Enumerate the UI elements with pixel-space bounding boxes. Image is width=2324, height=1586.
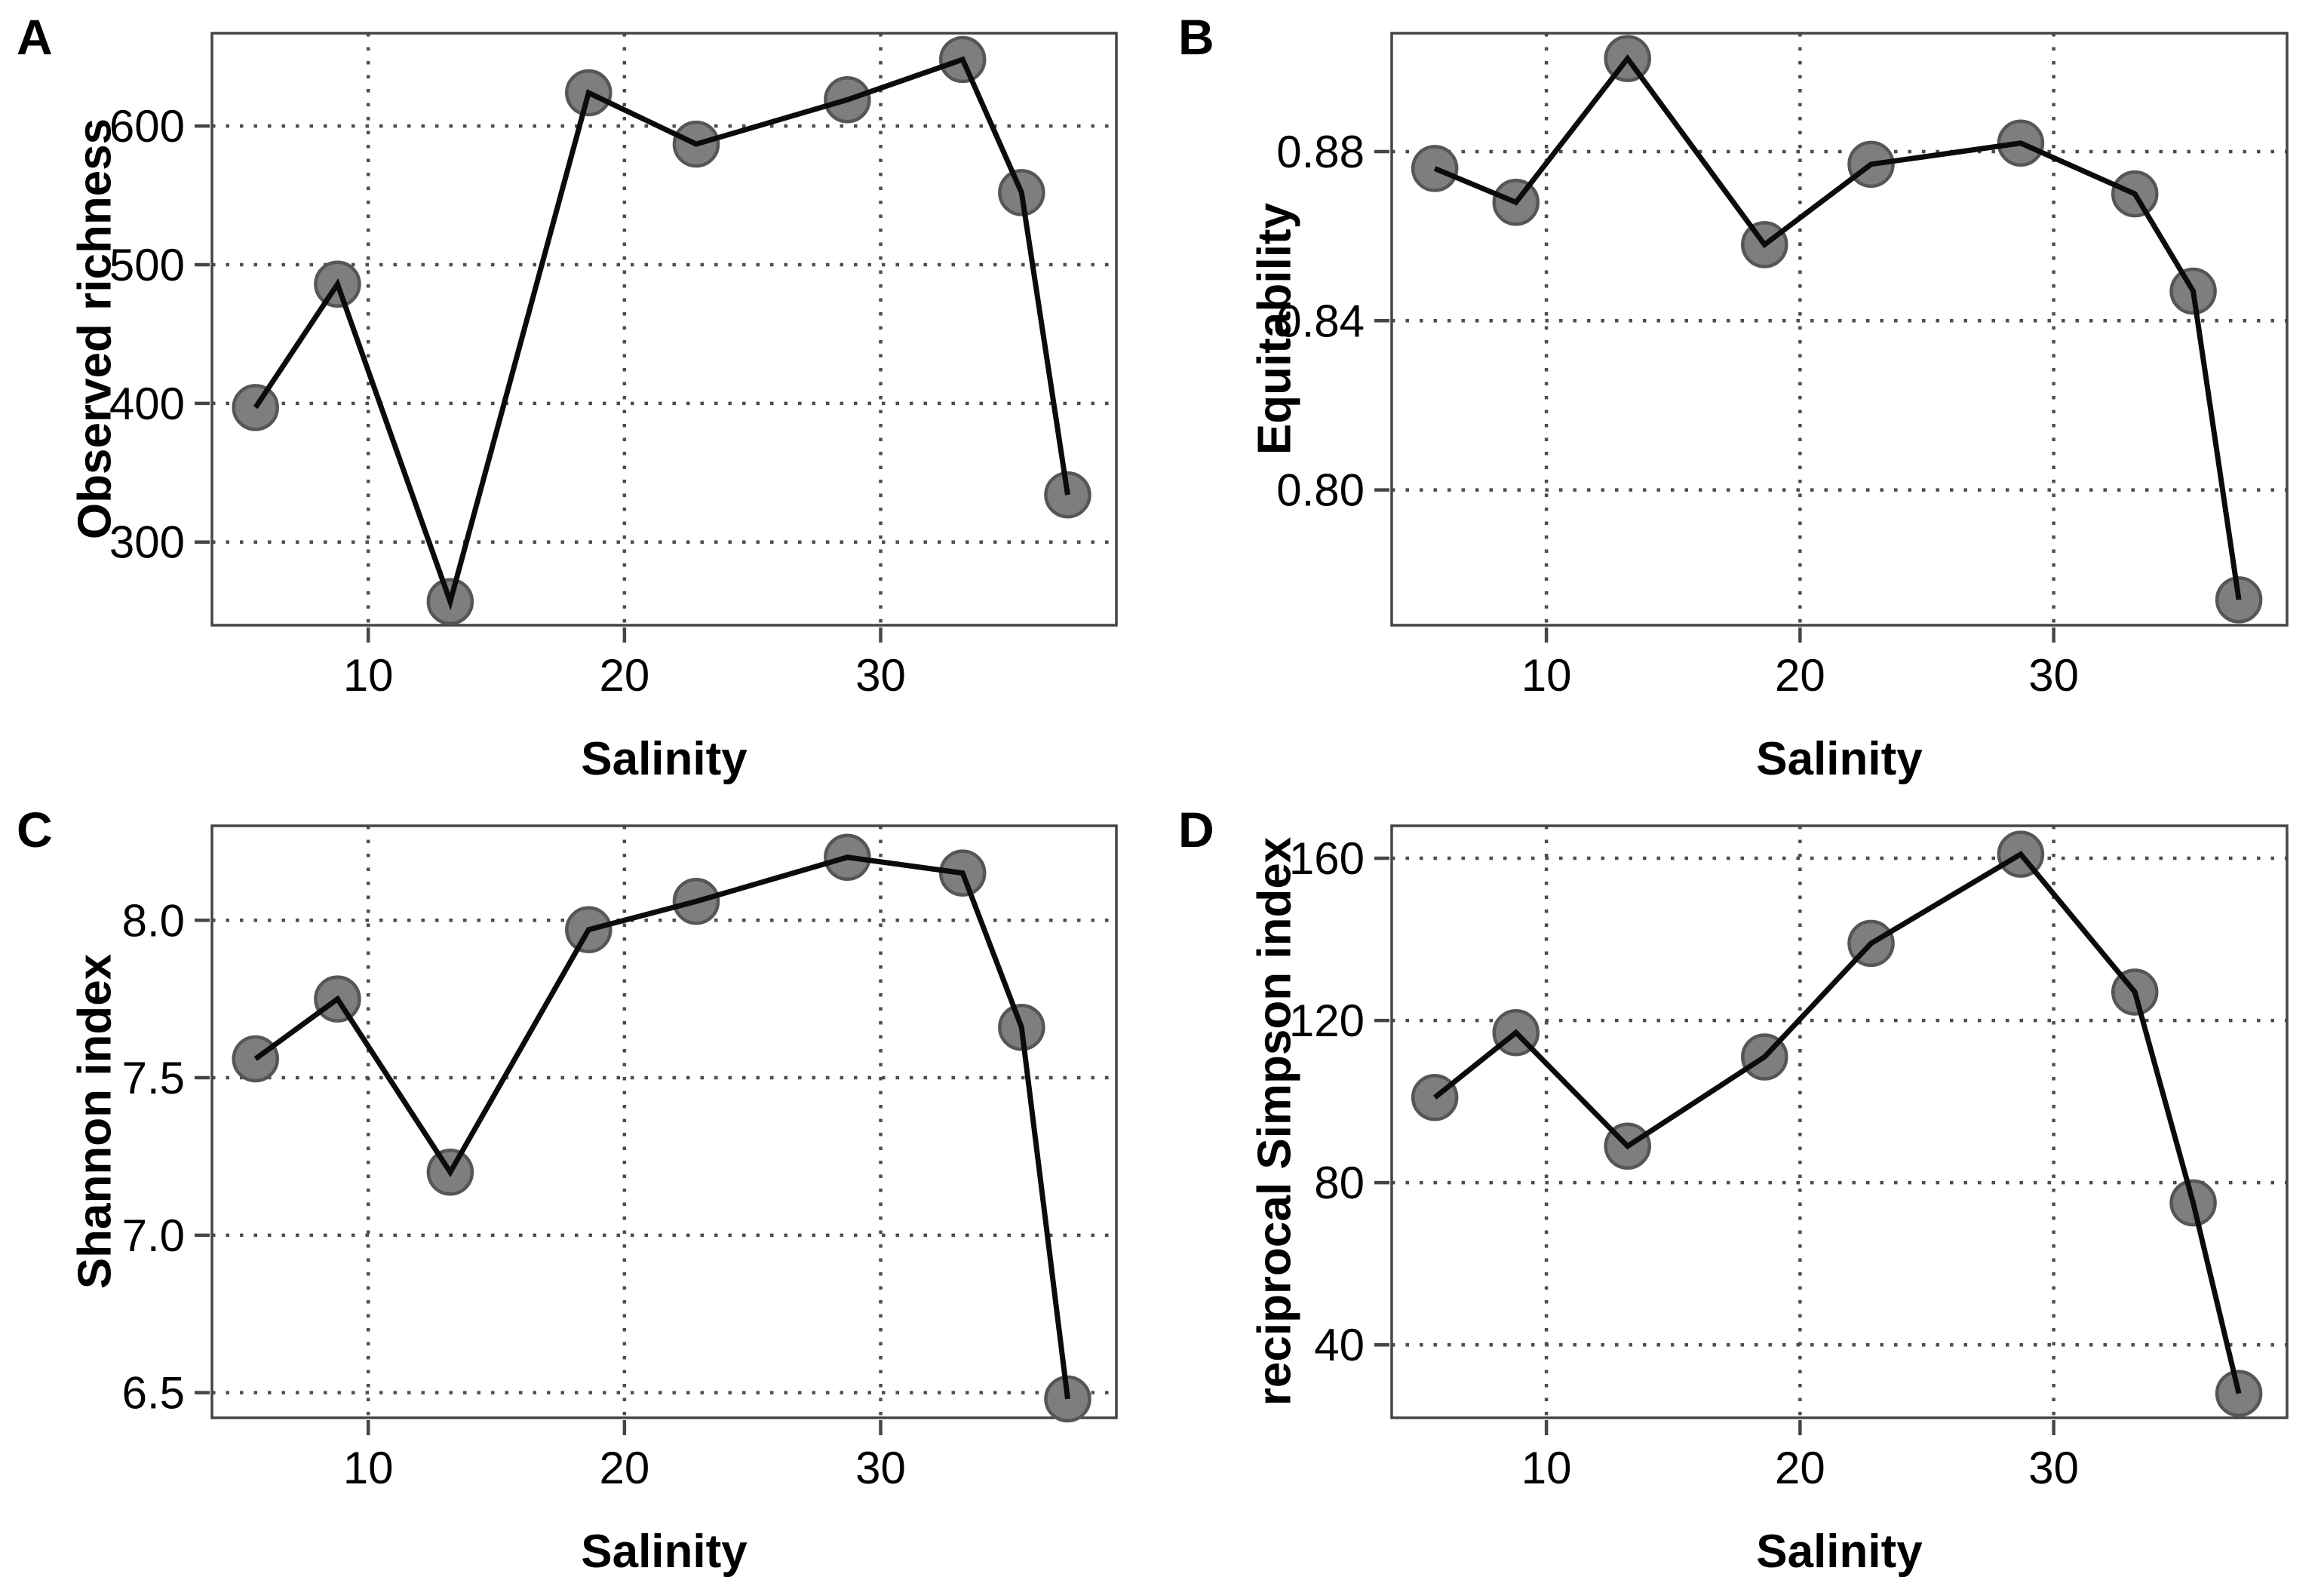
y-tick-label: 0.88	[1276, 127, 1365, 177]
y-tick-label: 600	[109, 101, 185, 152]
y-tick-label: 300	[109, 517, 185, 568]
x-tick-label: 20	[599, 650, 649, 701]
panel-A: 10 20 30 300 400 500 600 A Salinity Observed r…	[0, 0, 1162, 793]
y-tick-label: 7.0	[122, 1210, 185, 1261]
data-line	[253, 854, 1070, 1400]
data-line	[1433, 54, 2242, 600]
x-tick-label: 10	[1521, 1443, 1572, 1493]
x-tick-label: 30	[2028, 1443, 2079, 1493]
data-point	[232, 1035, 279, 1083]
y-tick-label: 7.5	[122, 1053, 185, 1103]
x-tick-label: 30	[855, 1443, 906, 1493]
panel-C-letter: C	[17, 802, 53, 857]
y-tick-label: 120	[1289, 995, 1365, 1046]
panel-B: 10 20 30 0.80 0.84 0.88 B Salinity Equitabili…	[1162, 0, 2323, 793]
panel-A-y-axis-title-text: Observed richness	[69, 118, 121, 540]
panel-C-y-axis-title-text: Shannon index	[69, 953, 121, 1290]
plot-frame	[210, 824, 1118, 1419]
panel-D-plot: 10 20 30 40 80 120 160	[1289, 824, 2289, 1493]
plot-frame	[1390, 32, 2289, 627]
y-tick-label: 0.80	[1276, 465, 1365, 516]
y-tick-label: 80	[1314, 1158, 1365, 1208]
data-line	[1432, 851, 2242, 1394]
x-tick-label: 20	[1775, 650, 1825, 701]
panel-C: 10 20 30 6.5 7.0 7.5 8.0 C Salinity Shannon in…	[0, 793, 1162, 1585]
panel-D-letter: D	[1178, 802, 1214, 857]
y-tick-label: 500	[109, 240, 185, 290]
x-tick-label: 30	[855, 650, 906, 701]
panel-B-y-axis-title-text: Equitability	[1248, 202, 1301, 456]
x-tick-label: 30	[2028, 650, 2079, 701]
panel-C-plot: 10 20 30 6.5 7.0 7.5 8.0	[122, 824, 1118, 1493]
x-tick-label: 20	[1775, 1443, 1825, 1493]
y-tick-label: 8.0	[122, 895, 185, 946]
plot-frame	[210, 32, 1118, 627]
panel-D-y-axis-title-text: reciprocal Simpson index	[1248, 836, 1301, 1407]
x-tick-label: 10	[343, 1443, 394, 1493]
panel-D: 10 20 30 40 80 120 160 D Salinity reciprocal S…	[1162, 793, 2323, 1585]
x-tick-label: 10	[1521, 650, 1572, 701]
panel-B-plot: 10 20 30 0.80 0.84 0.88	[1276, 32, 2289, 701]
x-tick-label: 10	[343, 650, 394, 701]
panel-A-x-axis-title: Salinity	[581, 733, 748, 785]
plot-frame	[1390, 824, 2289, 1419]
panel-B-letter: B	[1178, 9, 1214, 65]
y-tick-label: 0.84	[1276, 296, 1365, 346]
panel-C-x-axis-title: Salinity	[581, 1526, 748, 1578]
data-line	[253, 56, 1070, 611]
x-tick-label: 20	[599, 1443, 649, 1493]
y-tick-label: 6.5	[122, 1368, 185, 1419]
y-tick-label: 160	[1289, 833, 1365, 884]
y-tick-label: 400	[109, 379, 185, 429]
y-tick-label: 40	[1314, 1320, 1365, 1370]
panel-B-x-axis-title: Salinity	[1756, 733, 1923, 785]
panel-A-letter: A	[17, 9, 53, 65]
panel-D-x-axis-title: Salinity	[1756, 1526, 1923, 1578]
panel-A-plot: 10 20 30 300 400 500 600	[109, 32, 1118, 701]
